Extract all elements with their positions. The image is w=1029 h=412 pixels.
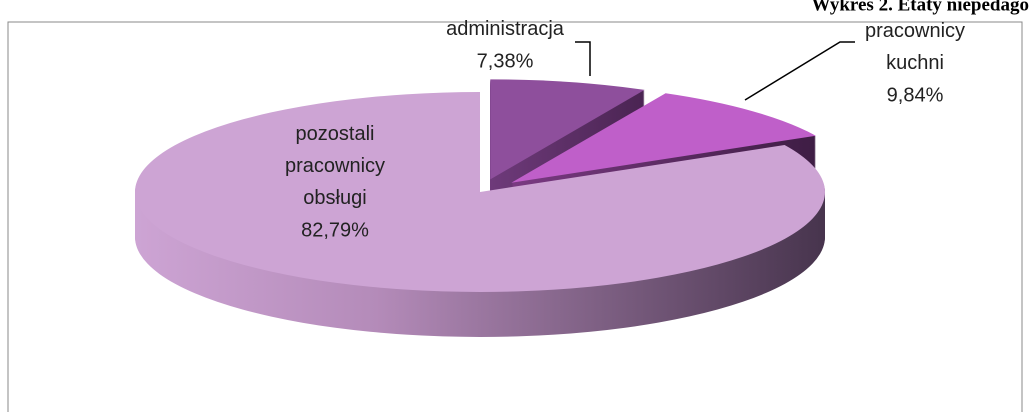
slice-3d xyxy=(135,92,826,337)
slice xyxy=(511,93,816,183)
leader-line xyxy=(744,41,855,101)
value-label: 82,79% xyxy=(301,219,369,241)
chart-frame xyxy=(7,21,1023,412)
leader-line xyxy=(575,41,591,76)
value-label: 9,84% xyxy=(887,84,944,106)
pie xyxy=(135,79,826,337)
slice xyxy=(490,79,645,180)
value-label: 7,38% xyxy=(477,50,534,72)
slice xyxy=(135,92,826,292)
chart-title: Wykres 2. Etaty niepedago xyxy=(812,0,1029,15)
category-label: pozostali pracownicy obsługi xyxy=(285,123,385,209)
labels: administracja 7,38% pracownicy kuchni 9,84% p… xyxy=(285,18,965,241)
category-label: administracja xyxy=(446,18,565,40)
category-label: pracownicy kuchni xyxy=(865,20,965,74)
